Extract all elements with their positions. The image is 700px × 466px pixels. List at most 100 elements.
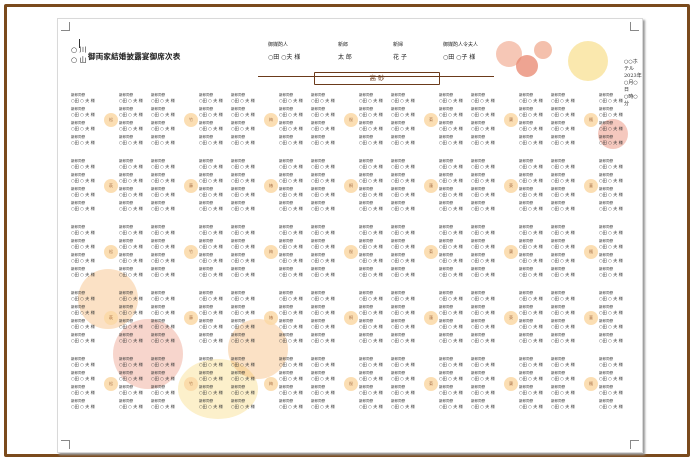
table-circle[interactable]: 松 — [104, 113, 118, 127]
guest-entry[interactable]: 新郎同僚 ○田 ○ 夫 様 — [71, 135, 107, 145]
guest-entry[interactable]: 新郎同僚 ○田 ○ 夫 様 — [151, 291, 187, 301]
guest-entry[interactable]: 新郎同僚 ○田 ○ 夫 様 — [391, 93, 427, 103]
guest-entry[interactable]: 新郎同僚 ○田 ○ 夫 様 — [471, 107, 507, 117]
guest-entry[interactable]: 新郎同僚 ○田 ○ 夫 様 — [359, 187, 395, 197]
guest-entry[interactable]: 新郎同僚 ○田 ○ 夫 様 — [199, 159, 235, 169]
guest-entry[interactable]: 新郎同僚 ○田 ○ 夫 様 — [231, 357, 267, 367]
guest-entry[interactable]: 新郎同僚 ○田 ○ 夫 様 — [199, 357, 235, 367]
guest-entry[interactable]: 新郎同僚 ○田 ○ 夫 様 — [71, 187, 107, 197]
guest-entry[interactable]: 新郎同僚 ○田 ○ 夫 様 — [119, 135, 155, 145]
guest-entry[interactable]: 新郎同僚 ○田 ○ 夫 様 — [279, 187, 315, 197]
guest-entry[interactable]: 新郎同僚 ○田 ○ 夫 様 — [199, 93, 235, 103]
table-circle[interactable]: 桐 — [344, 311, 358, 325]
guest-entry[interactable]: 新郎同僚 ○田 ○ 夫 様 — [391, 267, 427, 277]
guest-entry[interactable]: 新郎同僚 ○田 ○ 夫 様 — [279, 93, 315, 103]
guest-entry[interactable]: 新郎同僚 ○田 ○ 夫 様 — [599, 93, 635, 103]
guest-entry[interactable]: 新郎同僚 ○田 ○ 夫 様 — [519, 385, 555, 395]
guest-entry[interactable]: 新郎同僚 ○田 ○ 夫 様 — [151, 121, 187, 131]
guest-entry[interactable]: 新郎同僚 ○田 ○ 夫 様 — [199, 187, 235, 197]
guest-entry[interactable]: 新郎同僚 ○田 ○ 夫 様 — [519, 107, 555, 117]
guest-entry[interactable]: 新郎同僚 ○田 ○ 夫 様 — [199, 333, 235, 343]
guest-entry[interactable]: 新郎同僚 ○田 ○ 夫 様 — [391, 159, 427, 169]
guest-entry[interactable]: 新郎同僚 ○田 ○ 夫 様 — [311, 333, 347, 343]
guest-entry[interactable]: 新郎同僚 ○田 ○ 夫 様 — [551, 333, 587, 343]
guest-entry[interactable]: 新郎同僚 ○田 ○ 夫 様 — [391, 135, 427, 145]
guest-entry[interactable]: 新郎同僚 ○田 ○ 夫 様 — [71, 371, 107, 381]
guest-entry[interactable]: 新郎同僚 ○田 ○ 夫 様 — [359, 399, 395, 409]
guest-entry[interactable]: 新郎同僚 ○田 ○ 夫 様 — [231, 333, 267, 343]
guest-entry[interactable]: 新郎同僚 ○田 ○ 夫 様 — [471, 291, 507, 301]
guest-entry[interactable]: 新郎同僚 ○田 ○ 夫 様 — [439, 253, 475, 263]
table-circle[interactable]: 梅 — [264, 377, 278, 391]
guest-entry[interactable]: 新郎同僚 ○田 ○ 夫 様 — [151, 267, 187, 277]
guest-entry[interactable]: 新郎同僚 ○田 ○ 夫 様 — [439, 399, 475, 409]
guest-entry[interactable]: 新郎同僚 ○田 ○ 夫 様 — [199, 135, 235, 145]
guest-entry[interactable]: 新郎同僚 ○田 ○ 夫 様 — [551, 253, 587, 263]
guest-entry[interactable]: 新郎同僚 ○田 ○ 夫 様 — [279, 121, 315, 131]
guest-entry[interactable]: 新郎同僚 ○田 ○ 夫 様 — [471, 399, 507, 409]
guest-entry[interactable]: 新郎同僚 ○田 ○ 夫 様 — [519, 173, 555, 183]
guest-entry[interactable]: 新郎同僚 ○田 ○ 夫 様 — [119, 239, 155, 249]
guest-entry[interactable]: 新郎同僚 ○田 ○ 夫 様 — [119, 253, 155, 263]
guest-entry[interactable]: 新郎同僚 ○田 ○ 夫 様 — [391, 225, 427, 235]
guest-entry[interactable]: 新郎同僚 ○田 ○ 夫 様 — [279, 305, 315, 315]
guest-entry[interactable]: 新郎同僚 ○田 ○ 夫 様 — [71, 253, 107, 263]
guest-entry[interactable]: 新郎同僚 ○田 ○ 夫 様 — [199, 253, 235, 263]
guest-entry[interactable]: 新郎同僚 ○田 ○ 夫 様 — [199, 399, 235, 409]
guest-entry[interactable]: 新郎同僚 ○田 ○ 夫 様 — [119, 159, 155, 169]
guest-entry[interactable]: 新郎同僚 ○田 ○ 夫 様 — [599, 159, 635, 169]
guest-entry[interactable]: 新郎同僚 ○田 ○ 夫 様 — [551, 201, 587, 211]
guest-entry[interactable]: 新郎同僚 ○田 ○ 夫 様 — [599, 305, 635, 315]
guest-entry[interactable]: 新郎同僚 ○田 ○ 夫 様 — [471, 173, 507, 183]
guest-entry[interactable]: 新郎同僚 ○田 ○ 夫 様 — [391, 385, 427, 395]
guest-entry[interactable]: 新郎同僚 ○田 ○ 夫 様 — [119, 371, 155, 381]
guest-entry[interactable]: 新郎同僚 ○田 ○ 夫 様 — [519, 93, 555, 103]
table-circle[interactable]: 萩 — [104, 179, 118, 193]
guest-entry[interactable]: 新郎同僚 ○田 ○ 夫 様 — [391, 357, 427, 367]
guest-entry[interactable]: 新郎同僚 ○田 ○ 夫 様 — [151, 93, 187, 103]
guest-entry[interactable]: 新郎同僚 ○田 ○ 夫 様 — [519, 239, 555, 249]
guest-entry[interactable]: 新郎同僚 ○田 ○ 夫 様 — [231, 135, 267, 145]
guest-entry[interactable]: 新郎同僚 ○田 ○ 夫 様 — [471, 135, 507, 145]
guest-entry[interactable]: 新郎同僚 ○田 ○ 夫 様 — [119, 107, 155, 117]
guest-entry[interactable]: 新郎同僚 ○田 ○ 夫 様 — [199, 225, 235, 235]
guest-entry[interactable]: 新郎同僚 ○田 ○ 夫 様 — [231, 305, 267, 315]
guest-entry[interactable]: 新郎同僚 ○田 ○ 夫 様 — [119, 173, 155, 183]
guest-entry[interactable]: 新郎同僚 ○田 ○ 夫 様 — [199, 305, 235, 315]
guest-entry[interactable]: 新郎同僚 ○田 ○ 夫 様 — [231, 239, 267, 249]
guest-entry[interactable]: 新郎同僚 ○田 ○ 夫 様 — [71, 305, 107, 315]
guest-entry[interactable]: 新郎同僚 ○田 ○ 夫 様 — [151, 135, 187, 145]
guest-entry[interactable]: 新郎同僚 ○田 ○ 夫 様 — [599, 385, 635, 395]
guest-entry[interactable]: 新郎同僚 ○田 ○ 夫 様 — [519, 399, 555, 409]
guest-entry[interactable]: 新郎同僚 ○田 ○ 夫 様 — [151, 333, 187, 343]
guest-entry[interactable]: 新郎同僚 ○田 ○ 夫 様 — [119, 305, 155, 315]
guest-entry[interactable]: 新郎同僚 ○田 ○ 夫 様 — [199, 239, 235, 249]
guest-entry[interactable]: 新郎同僚 ○田 ○ 夫 様 — [471, 239, 507, 249]
guest-entry[interactable]: 新郎同僚 ○田 ○ 夫 様 — [599, 319, 635, 329]
guest-entry[interactable]: 新郎同僚 ○田 ○ 夫 様 — [311, 201, 347, 211]
guest-entry[interactable]: 新郎同僚 ○田 ○ 夫 様 — [551, 187, 587, 197]
guest-entry[interactable]: 新郎同僚 ○田 ○ 夫 様 — [151, 319, 187, 329]
guest-entry[interactable]: 新郎同僚 ○田 ○ 夫 様 — [391, 319, 427, 329]
guest-entry[interactable]: 新郎同僚 ○田 ○ 夫 様 — [279, 239, 315, 249]
guest-entry[interactable]: 新郎同僚 ○田 ○ 夫 様 — [519, 135, 555, 145]
table-circle[interactable]: 楓 — [584, 113, 598, 127]
guest-entry[interactable]: 新郎同僚 ○田 ○ 夫 様 — [119, 225, 155, 235]
guest-entry[interactable]: 新郎同僚 ○田 ○ 夫 様 — [71, 201, 107, 211]
guest-entry[interactable]: 新郎同僚 ○田 ○ 夫 様 — [471, 225, 507, 235]
guest-entry[interactable]: 新郎同僚 ○田 ○ 夫 様 — [151, 107, 187, 117]
table-circle[interactable]: 椿 — [264, 179, 278, 193]
guest-entry[interactable]: 新郎同僚 ○田 ○ 夫 様 — [439, 371, 475, 381]
guest-entry[interactable]: 新郎同僚 ○田 ○ 夫 様 — [311, 253, 347, 263]
guest-entry[interactable]: 新郎同僚 ○田 ○ 夫 様 — [439, 319, 475, 329]
guest-entry[interactable]: 新郎同僚 ○田 ○ 夫 様 — [439, 239, 475, 249]
guest-entry[interactable]: 新郎同僚 ○田 ○ 夫 様 — [391, 253, 427, 263]
guest-entry[interactable]: 新郎同僚 ○田 ○ 夫 様 — [359, 371, 395, 381]
guest-entry[interactable]: 新郎同僚 ○田 ○ 夫 様 — [279, 135, 315, 145]
table-circle[interactable]: 桜 — [344, 113, 358, 127]
guest-entry[interactable]: 新郎同僚 ○田 ○ 夫 様 — [119, 121, 155, 131]
guest-entry[interactable]: 新郎同僚 ○田 ○ 夫 様 — [311, 135, 347, 145]
guest-entry[interactable]: 新郎同僚 ○田 ○ 夫 様 — [199, 107, 235, 117]
guest-entry[interactable]: 新郎同僚 ○田 ○ 夫 様 — [119, 399, 155, 409]
guest-entry[interactable]: 新郎同僚 ○田 ○ 夫 様 — [599, 357, 635, 367]
